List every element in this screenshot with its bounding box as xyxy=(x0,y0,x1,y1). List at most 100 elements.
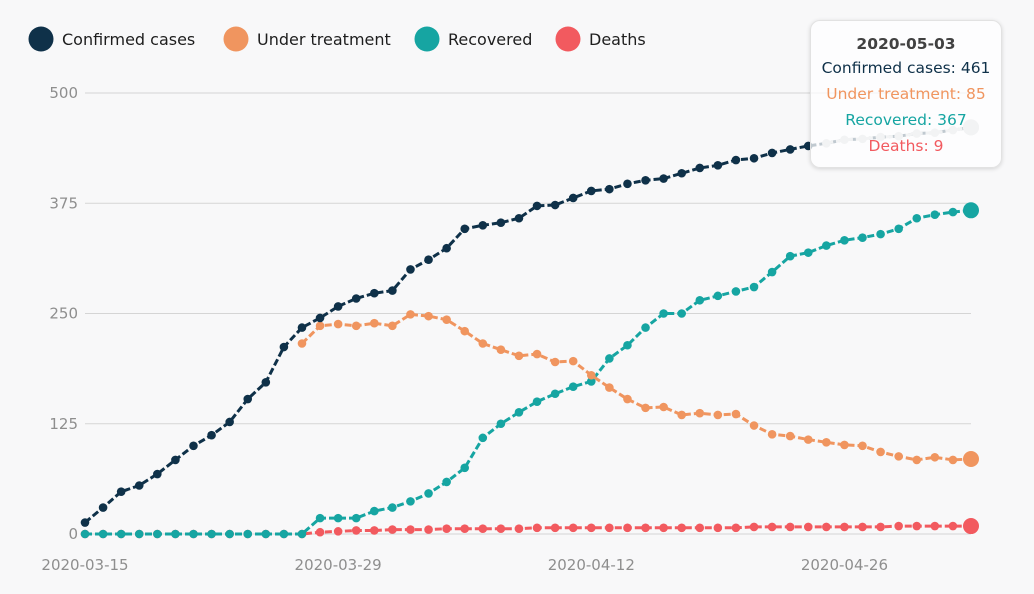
data-point[interactable] xyxy=(171,529,180,539)
data-point[interactable] xyxy=(243,394,253,404)
data-point[interactable] xyxy=(822,437,831,447)
data-point[interactable] xyxy=(641,323,650,332)
data-point[interactable] xyxy=(912,521,922,531)
data-point[interactable] xyxy=(695,295,705,305)
data-point[interactable] xyxy=(442,524,451,534)
data-point[interactable] xyxy=(243,529,253,539)
data-point[interactable] xyxy=(370,318,379,328)
data-point[interactable] xyxy=(514,407,524,417)
data-point[interactable] xyxy=(731,523,741,533)
data-point[interactable] xyxy=(261,529,271,539)
data-point[interactable] xyxy=(370,506,379,516)
data-point[interactable] xyxy=(351,513,361,523)
data-point[interactable] xyxy=(514,213,524,223)
data-point[interactable] xyxy=(840,235,849,245)
data-point[interactable] xyxy=(315,321,325,331)
data-point[interactable] xyxy=(460,463,470,473)
data-point[interactable] xyxy=(532,397,542,407)
data-point[interactable] xyxy=(98,503,108,512)
data-point[interactable] xyxy=(496,218,506,227)
data-point[interactable] xyxy=(749,153,759,163)
data-point[interactable] xyxy=(605,184,614,194)
data-point[interactable] xyxy=(677,523,686,533)
data-point[interactable] xyxy=(333,527,343,536)
data-point[interactable] xyxy=(388,525,397,534)
data-point[interactable] xyxy=(822,522,831,532)
data-point[interactable] xyxy=(695,523,705,533)
data-point[interactable] xyxy=(550,389,560,399)
data-point[interactable] xyxy=(424,255,433,264)
data-point[interactable] xyxy=(514,524,524,534)
data-point[interactable] xyxy=(297,323,307,332)
data-point[interactable] xyxy=(858,441,867,451)
data-point[interactable] xyxy=(424,525,433,534)
legend-item[interactable]: Recovered xyxy=(414,26,533,52)
data-point[interactable] xyxy=(767,430,777,439)
data-point[interactable] xyxy=(134,481,144,490)
data-point[interactable] xyxy=(116,529,126,539)
data-point[interactable] xyxy=(568,382,578,392)
data-point[interactable] xyxy=(478,524,488,534)
data-point[interactable] xyxy=(225,417,234,427)
data-point[interactable] xyxy=(822,241,831,250)
data-point[interactable] xyxy=(388,286,397,295)
data-point[interactable] xyxy=(803,522,813,532)
data-point[interactable] xyxy=(315,513,325,523)
data-point[interactable] xyxy=(134,529,144,539)
data-point[interactable] xyxy=(460,224,470,234)
data-point[interactable] xyxy=(189,529,198,539)
data-point[interactable] xyxy=(912,213,922,223)
data-point[interactable] xyxy=(731,409,741,419)
data-point[interactable] xyxy=(568,523,578,533)
data-point[interactable] xyxy=(641,403,650,413)
data-point[interactable] xyxy=(695,408,705,418)
data-point[interactable] xyxy=(785,145,795,154)
data-point[interactable] xyxy=(803,248,813,257)
data-point[interactable] xyxy=(912,455,922,465)
data-point[interactable] xyxy=(153,529,162,539)
legend-item[interactable]: Confirmed cases xyxy=(28,26,196,52)
data-point[interactable] xyxy=(351,526,361,535)
data-point[interactable] xyxy=(623,340,632,350)
data-point[interactable] xyxy=(550,357,560,367)
data-point[interactable] xyxy=(261,377,271,387)
data-point[interactable] xyxy=(424,489,433,498)
data-point[interactable] xyxy=(333,513,343,523)
data-point[interactable] xyxy=(297,529,307,539)
data-point[interactable] xyxy=(550,200,560,210)
data-point[interactable] xyxy=(496,345,506,354)
data-point[interactable] xyxy=(80,518,90,527)
data-point[interactable] xyxy=(153,469,162,479)
data-point[interactable] xyxy=(948,455,958,465)
data-point[interactable] xyxy=(605,383,614,392)
data-point[interactable] xyxy=(207,430,216,440)
legend-item[interactable]: Deaths xyxy=(555,26,646,52)
data-point[interactable] xyxy=(930,521,940,531)
data-point[interactable] xyxy=(605,354,614,363)
data-point[interactable] xyxy=(858,233,867,242)
data-point[interactable] xyxy=(532,201,542,211)
data-point[interactable] xyxy=(351,294,361,303)
data-point[interactable] xyxy=(894,521,903,531)
data-point[interactable] xyxy=(963,451,979,468)
data-point[interactable] xyxy=(713,410,723,420)
data-point[interactable] xyxy=(785,251,795,261)
data-point[interactable] xyxy=(840,440,849,450)
data-point[interactable] xyxy=(749,421,759,430)
data-point[interactable] xyxy=(840,522,849,532)
data-point[interactable] xyxy=(532,349,542,359)
data-point[interactable] xyxy=(388,503,397,512)
data-point[interactable] xyxy=(315,527,325,537)
data-point[interactable] xyxy=(460,326,470,336)
data-point[interactable] xyxy=(586,523,596,533)
data-point[interactable] xyxy=(749,282,759,292)
data-point[interactable] xyxy=(767,148,777,158)
data-point[interactable] xyxy=(496,524,506,534)
data-point[interactable] xyxy=(442,477,451,487)
data-point[interactable] xyxy=(586,186,596,196)
data-point[interactable] xyxy=(948,521,958,531)
data-point[interactable] xyxy=(605,523,614,533)
data-point[interactable] xyxy=(586,377,596,386)
data-point[interactable] xyxy=(894,224,903,234)
data-point[interactable] xyxy=(388,321,397,331)
